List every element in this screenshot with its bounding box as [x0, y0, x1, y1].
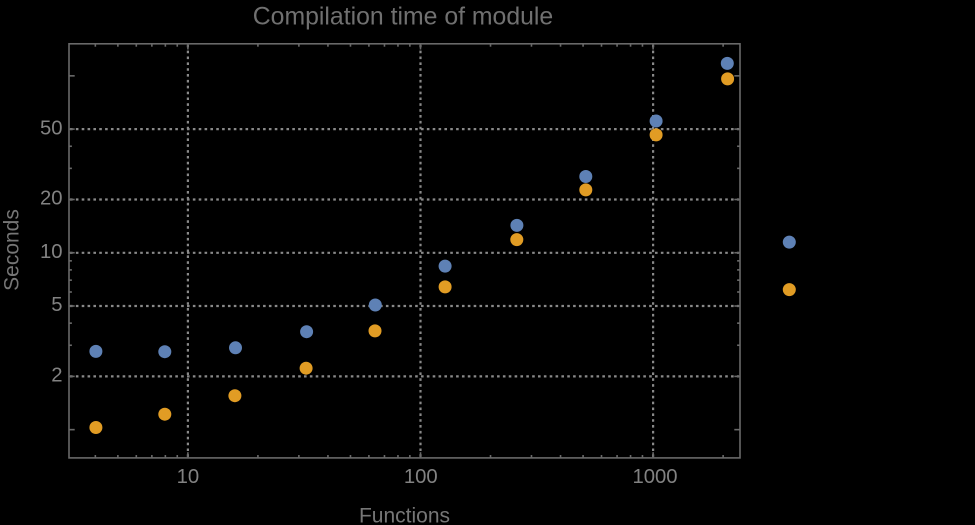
svg-text:Functions: Functions: [359, 505, 450, 525]
svg-text:2: 2: [51, 365, 62, 387]
svg-text:20: 20: [40, 188, 63, 210]
svg-text:100: 100: [404, 466, 438, 488]
svg-text:50: 50: [40, 117, 63, 139]
svg-text:10: 10: [40, 241, 63, 263]
svg-text:10: 10: [177, 466, 200, 488]
svg-text:Compilation time of module: Compilation time of module: [253, 4, 553, 31]
svg-text:Seconds: Seconds: [1, 209, 24, 291]
svg-text:5: 5: [51, 294, 62, 316]
svg-text:1000: 1000: [632, 466, 677, 488]
